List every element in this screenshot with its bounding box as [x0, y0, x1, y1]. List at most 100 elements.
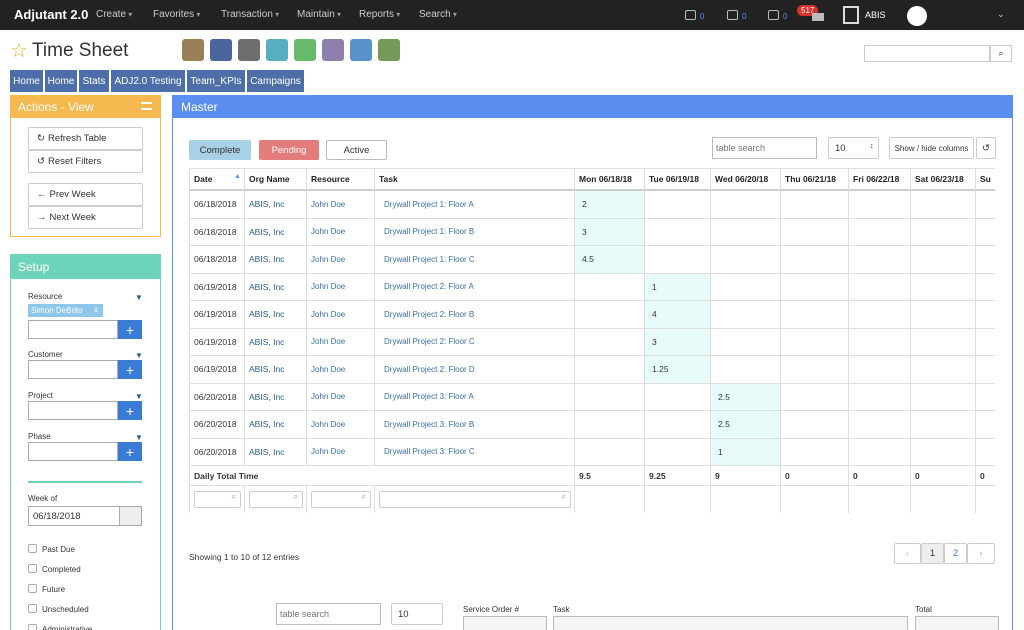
toolbar-icon[interactable]: [322, 39, 344, 61]
cell-hours[interactable]: [575, 438, 645, 466]
cell-hours[interactable]: [976, 329, 995, 356]
toolbar-icon[interactable]: [238, 39, 260, 61]
cell-hours[interactable]: [911, 218, 976, 246]
cell-hours[interactable]: [976, 219, 995, 246]
cell-hours[interactable]: [911, 301, 976, 329]
cell-hours[interactable]: [575, 356, 645, 384]
status-button[interactable]: Complete: [189, 140, 251, 160]
checkbox[interactable]: [28, 584, 37, 593]
cell-hours[interactable]: [711, 328, 781, 356]
column-filter[interactable]: ⌕: [311, 491, 371, 508]
page-size[interactable]: 10: [828, 137, 879, 159]
toolbar-icon[interactable]: [210, 39, 232, 61]
column-header[interactable]: Fri 06/22/18: [849, 169, 911, 191]
brand[interactable]: Adjutant 2.0: [14, 7, 89, 22]
cell-hours[interactable]: [575, 328, 645, 356]
nav-menu[interactable]: Maintain: [297, 9, 341, 20]
nav-menu[interactable]: Favorites: [153, 9, 200, 20]
cell-hours[interactable]: [911, 411, 976, 439]
cell-hours[interactable]: [976, 411, 995, 439]
toolbar-icon[interactable]: [378, 39, 400, 61]
cell-hours[interactable]: [645, 383, 711, 411]
cell-hours[interactable]: [781, 218, 849, 246]
cell-hours[interactable]: [911, 273, 976, 301]
cell-hours[interactable]: [976, 356, 995, 384]
cell-hours[interactable]: [645, 246, 711, 274]
cell-hours[interactable]: [781, 191, 849, 219]
column-header[interactable]: Wed 06/20/18: [711, 169, 781, 191]
cell-hours[interactable]: [849, 356, 911, 384]
action-button[interactable]: ↻ Refresh Table: [28, 127, 143, 150]
cell-hours[interactable]: 1: [711, 438, 781, 466]
search-btn[interactable]: ⌕: [990, 45, 1012, 62]
filter-input[interactable]: [28, 401, 118, 420]
page-prev[interactable]: ‹: [894, 543, 921, 564]
cell-hours[interactable]: [849, 191, 911, 219]
add-button[interactable]: [118, 442, 142, 461]
global-search[interactable]: [864, 45, 990, 62]
cell-hours[interactable]: [976, 274, 995, 301]
toolbar-icon[interactable]: [266, 39, 288, 61]
cell-hours[interactable]: [976, 246, 995, 274]
column-header[interactable]: Tue 06/19/18: [645, 169, 711, 191]
cell-hours[interactable]: 3: [575, 218, 645, 246]
nav-icon[interactable]: [727, 10, 738, 20]
filter-input[interactable]: [28, 442, 118, 461]
cell-hours[interactable]: [911, 383, 976, 411]
cell-hours[interactable]: [911, 356, 976, 384]
filter-tag[interactable]: Simon DeBrito: [28, 304, 103, 317]
toolbar-icon[interactable]: [294, 39, 316, 61]
cell-hours[interactable]: [849, 218, 911, 246]
add-button[interactable]: [118, 320, 142, 339]
column-filter[interactable]: ⌕: [379, 491, 571, 508]
cell-hours[interactable]: [711, 246, 781, 274]
cell-hours[interactable]: [575, 273, 645, 301]
column-header[interactable]: Mon 06/18/18: [575, 169, 645, 191]
cell-hours[interactable]: [645, 191, 711, 219]
cell-hours[interactable]: [849, 328, 911, 356]
cell-hours[interactable]: [781, 246, 849, 274]
toolbar-icon[interactable]: [182, 39, 204, 61]
cell-hours[interactable]: [911, 191, 976, 219]
status-button[interactable]: Active: [326, 140, 387, 160]
cell-hours[interactable]: [711, 301, 781, 329]
nav-menu[interactable]: Create: [96, 9, 132, 20]
column-header[interactable]: Resource: [307, 169, 375, 191]
action-button[interactable]: ← Prev Week: [28, 183, 143, 206]
cell-hours[interactable]: 4.5: [575, 246, 645, 274]
cell-hours[interactable]: [849, 411, 911, 439]
cell-hours[interactable]: [781, 273, 849, 301]
avatar[interactable]: [907, 6, 927, 26]
cell-hours[interactable]: 1.25: [645, 356, 711, 384]
cell-hours[interactable]: [911, 246, 976, 274]
cell-hours[interactable]: 3: [645, 328, 711, 356]
cell-hours[interactable]: 1: [645, 273, 711, 301]
page-link[interactable]: 2: [944, 543, 967, 564]
checkbox[interactable]: [28, 624, 37, 630]
filter-input[interactable]: [28, 360, 118, 379]
toolbar-icon[interactable]: [350, 39, 372, 61]
tab[interactable]: Campaigns: [247, 70, 304, 92]
filter-input[interactable]: [28, 320, 118, 339]
cell-hours[interactable]: [976, 191, 995, 219]
cell-hours[interactable]: [781, 438, 849, 466]
cell-hours[interactable]: [849, 383, 911, 411]
table-search[interactable]: [712, 137, 817, 159]
cell-hours[interactable]: [976, 439, 995, 466]
nav-menu[interactable]: Transaction: [221, 9, 279, 20]
cell-hours[interactable]: [976, 384, 995, 411]
tab[interactable]: Team_KPIs: [187, 70, 245, 92]
cell-hours[interactable]: [781, 383, 849, 411]
tag-close[interactable]: x: [94, 305, 98, 314]
cell-hours[interactable]: [711, 273, 781, 301]
cell-hours[interactable]: 2.5: [711, 383, 781, 411]
cell-hours[interactable]: [911, 328, 976, 356]
tab[interactable]: Home: [10, 70, 43, 92]
action-button[interactable]: ↺ Reset Filters: [28, 150, 143, 173]
page-link[interactable]: 1: [921, 543, 944, 564]
detail-filter[interactable]: [463, 616, 547, 630]
column-header[interactable]: Su: [976, 169, 995, 191]
cell-hours[interactable]: [645, 218, 711, 246]
cell-hours[interactable]: [575, 301, 645, 329]
nav-icon[interactable]: [685, 10, 696, 20]
